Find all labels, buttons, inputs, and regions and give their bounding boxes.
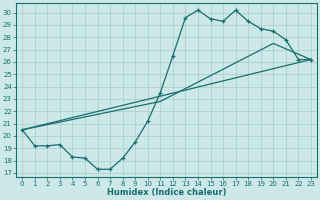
X-axis label: Humidex (Indice chaleur): Humidex (Indice chaleur) xyxy=(107,188,226,197)
